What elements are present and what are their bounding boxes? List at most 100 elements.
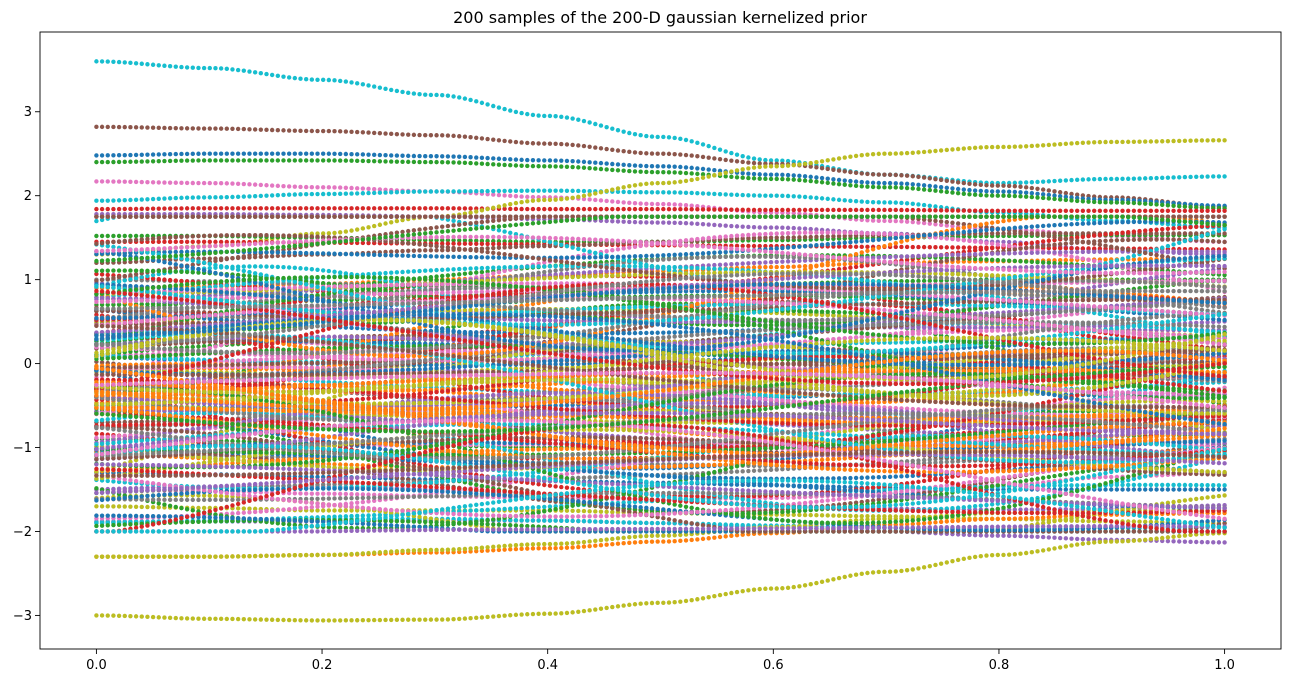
data-point bbox=[989, 144, 995, 150]
data-point bbox=[1182, 231, 1188, 236]
data-point bbox=[389, 131, 394, 137]
data-point bbox=[887, 172, 893, 177]
data-point bbox=[269, 151, 275, 156]
data-point bbox=[1035, 179, 1040, 185]
data-point bbox=[910, 201, 915, 207]
data-point bbox=[1035, 143, 1040, 148]
data-point bbox=[768, 207, 774, 213]
data-point bbox=[1040, 192, 1046, 197]
data-point bbox=[513, 194, 519, 199]
data-point bbox=[184, 206, 190, 211]
data-point bbox=[502, 203, 507, 208]
data-point bbox=[434, 133, 439, 138]
data-point bbox=[791, 225, 796, 231]
data-point bbox=[133, 233, 139, 239]
data-point bbox=[587, 242, 592, 247]
data-point bbox=[933, 176, 938, 182]
data-point bbox=[502, 156, 507, 162]
data-point bbox=[269, 127, 275, 133]
data-point bbox=[383, 131, 388, 136]
data-point bbox=[315, 151, 320, 156]
data-point bbox=[1103, 139, 1108, 145]
data-point bbox=[513, 206, 519, 212]
data-point bbox=[389, 153, 394, 158]
data-point bbox=[615, 206, 621, 212]
data-point bbox=[525, 157, 530, 163]
data-point bbox=[201, 206, 207, 211]
data-point bbox=[128, 233, 133, 239]
data-point bbox=[593, 166, 598, 171]
data-point bbox=[525, 194, 530, 200]
data-point bbox=[853, 207, 859, 213]
data-point bbox=[128, 159, 133, 164]
data-point bbox=[372, 223, 377, 229]
data-point bbox=[530, 198, 536, 203]
data-point bbox=[1046, 179, 1052, 184]
data-point bbox=[360, 206, 366, 211]
data-point bbox=[1086, 217, 1091, 223]
data-point bbox=[377, 159, 383, 164]
data-point bbox=[275, 158, 281, 163]
data-point bbox=[632, 132, 638, 137]
data-point bbox=[332, 230, 337, 236]
data-point bbox=[508, 193, 513, 199]
data-point bbox=[559, 114, 564, 119]
data-point bbox=[167, 196, 173, 201]
data-point bbox=[1148, 139, 1154, 144]
data-point bbox=[264, 158, 269, 163]
data-point bbox=[337, 230, 343, 235]
data-point bbox=[530, 206, 536, 212]
data-point bbox=[989, 231, 995, 236]
data-point bbox=[128, 206, 133, 212]
data-point bbox=[780, 264, 785, 270]
data-point bbox=[644, 181, 649, 187]
data-point bbox=[337, 78, 343, 84]
data-point bbox=[689, 203, 694, 208]
data-point bbox=[264, 71, 269, 77]
data-point bbox=[94, 179, 99, 184]
data-point bbox=[882, 151, 887, 156]
data-point bbox=[315, 231, 320, 236]
data-point bbox=[292, 128, 298, 133]
data-point bbox=[1080, 208, 1086, 213]
data-point bbox=[423, 92, 428, 97]
data-point bbox=[1023, 208, 1029, 213]
data-point bbox=[122, 179, 127, 184]
data-point bbox=[780, 235, 785, 240]
data-point bbox=[655, 134, 660, 140]
data-point bbox=[819, 180, 825, 185]
data-point bbox=[848, 169, 853, 175]
data-point bbox=[967, 145, 972, 151]
data-point bbox=[808, 234, 813, 240]
data-point bbox=[326, 158, 332, 163]
data-point bbox=[615, 128, 621, 133]
data-point bbox=[695, 190, 700, 196]
data-point bbox=[734, 192, 740, 198]
data-point bbox=[1063, 231, 1069, 236]
data-point bbox=[1211, 208, 1216, 213]
data-point bbox=[723, 170, 728, 175]
data-point bbox=[1137, 257, 1142, 262]
data-point bbox=[122, 60, 127, 65]
data-point bbox=[916, 150, 921, 155]
data-point bbox=[275, 128, 281, 133]
data-point bbox=[377, 131, 383, 136]
data-point bbox=[224, 206, 229, 211]
data-point bbox=[910, 244, 915, 250]
data-point bbox=[774, 193, 779, 198]
data-point bbox=[831, 177, 836, 182]
data-point bbox=[406, 132, 411, 137]
data-point bbox=[207, 195, 212, 200]
data-point bbox=[1199, 205, 1205, 210]
data-point bbox=[604, 146, 609, 152]
data-point bbox=[508, 188, 513, 194]
data-point bbox=[581, 193, 587, 198]
data-point bbox=[729, 207, 734, 212]
data-point bbox=[559, 206, 564, 212]
data-point bbox=[814, 207, 819, 213]
data-point bbox=[542, 206, 547, 212]
data-point bbox=[632, 169, 638, 174]
data-point bbox=[921, 244, 927, 250]
data-point bbox=[145, 233, 150, 239]
data-point bbox=[627, 219, 632, 225]
